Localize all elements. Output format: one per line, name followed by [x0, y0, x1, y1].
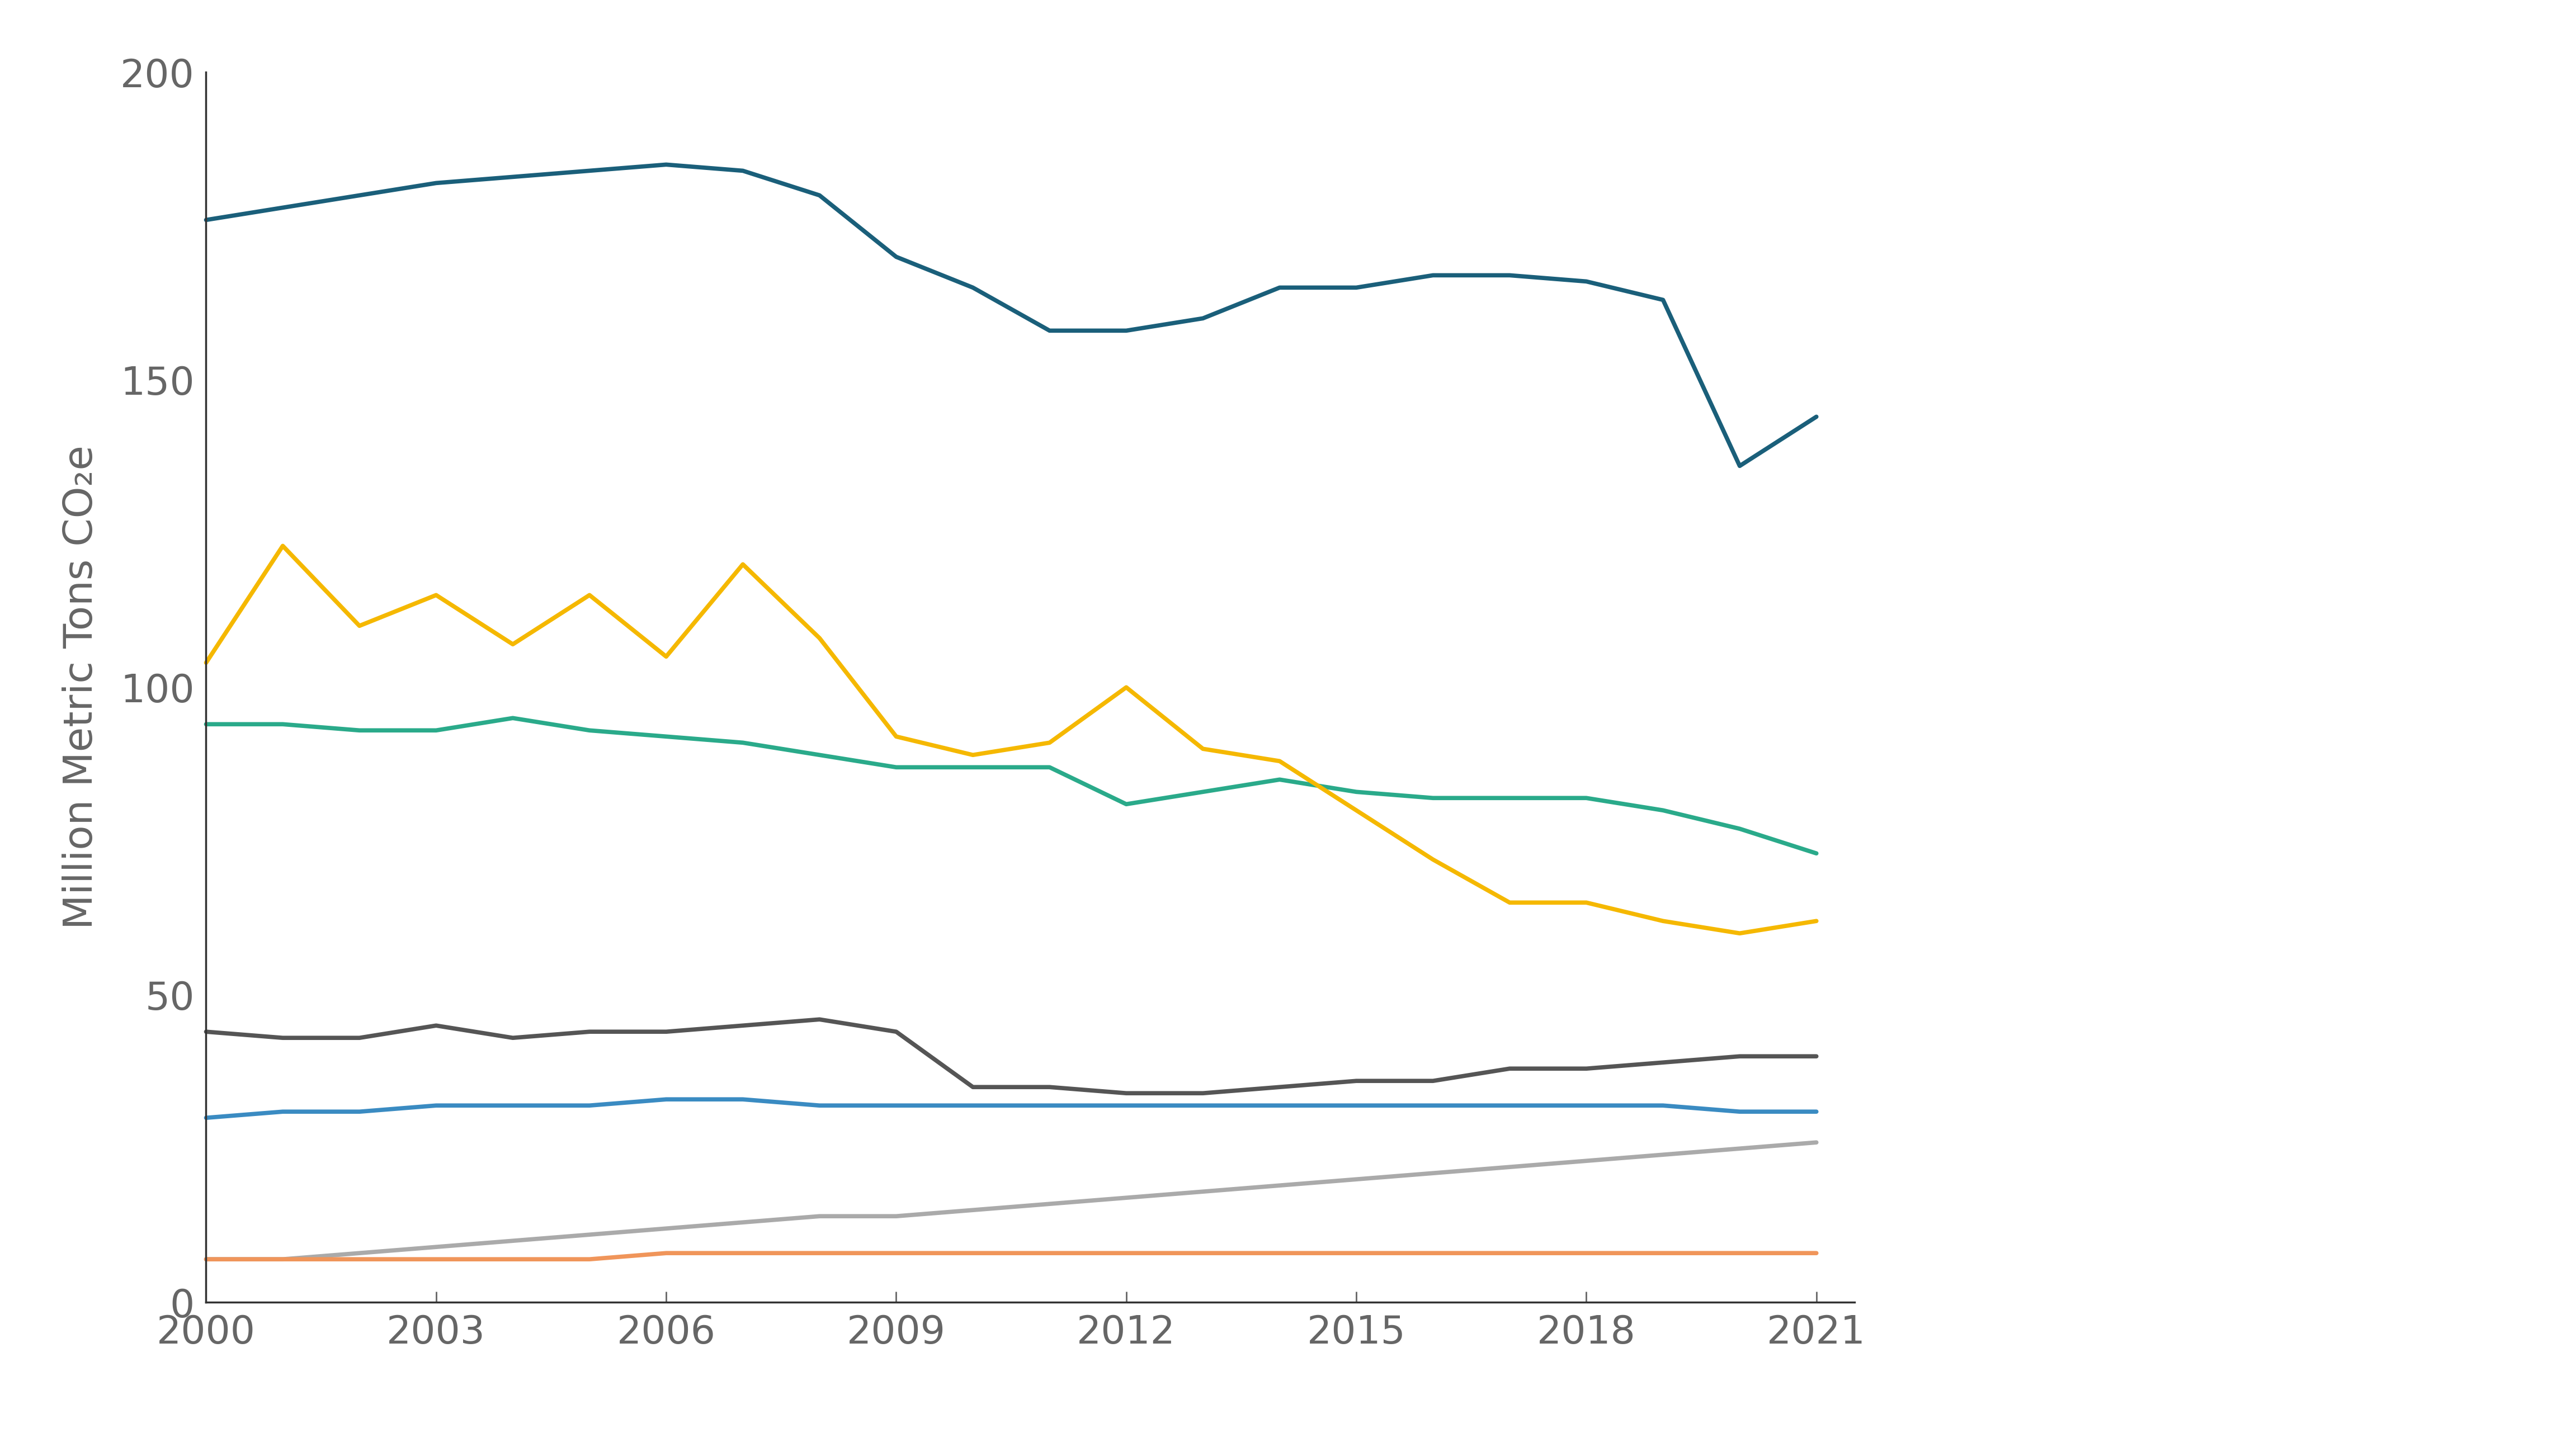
- Y-axis label: Million Metric Tons CO₂e: Million Metric Tons CO₂e: [62, 446, 100, 929]
